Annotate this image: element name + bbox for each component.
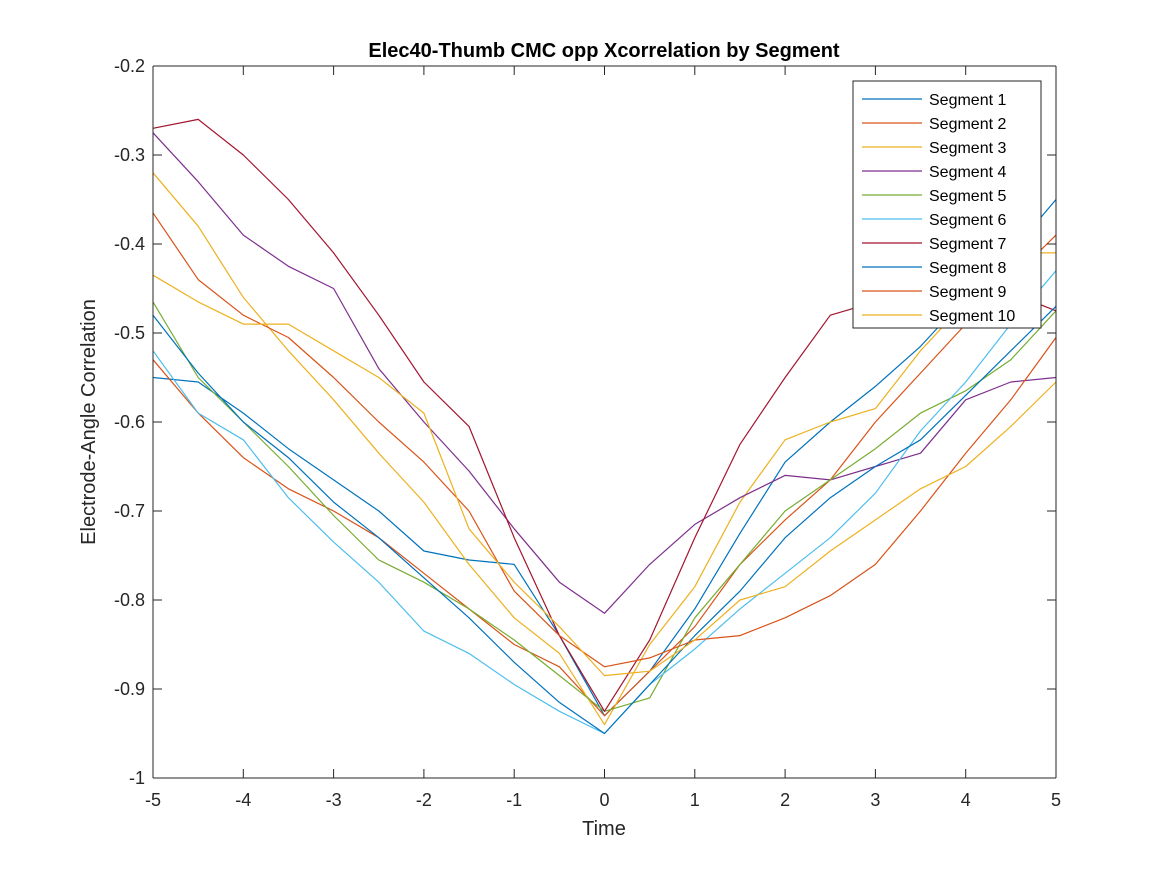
x-tick-label: -1	[506, 790, 522, 810]
x-tick-label: -2	[416, 790, 432, 810]
x-tick-label: 5	[1051, 790, 1061, 810]
x-tick-label: -5	[145, 790, 161, 810]
legend-entry-label: Segment 9	[929, 284, 1006, 301]
series-line-2	[152, 234, 1057, 717]
legend-entry-label: Segment 5	[929, 188, 1006, 205]
legend-entry-label: Segment 2	[929, 116, 1006, 133]
legend-entry-label: Segment 6	[929, 212, 1006, 229]
legend: Segment 1 Segment 2 Segment 3 Segment 4 Segm…	[852, 80, 1042, 329]
x-tick-label: -3	[326, 790, 342, 810]
legend-entry-label: Segment 4	[929, 164, 1006, 181]
x-tick-label: 3	[870, 790, 880, 810]
y-tick-label: -0.6	[114, 412, 145, 432]
x-tick-label: 0	[599, 790, 609, 810]
legend-entry-label: Segment 3	[929, 140, 1006, 157]
series-line-8	[152, 305, 1057, 735]
x-tick-label: -4	[235, 790, 251, 810]
series-line-4	[152, 132, 1057, 614]
legend-entry-label: Segment 8	[929, 260, 1006, 277]
x-tick-label: 1	[690, 790, 700, 810]
ticks-group: -5 -4 -3 -2 -1 0 1 2 3 4 5 -1 -0.9 -0.8 -0.7 -0.6 -0.5 -0…	[114, 56, 1061, 810]
y-axis-label: Electrode-Angle Correlation	[78, 299, 100, 545]
chart-title: Elec40-Thumb CMC opp Xcorrelation by Seg…	[368, 40, 840, 62]
x-tick-label: 2	[780, 790, 790, 810]
legend-entry-label: Segment 1	[929, 92, 1006, 109]
y-tick-label: -0.5	[114, 323, 145, 343]
series-line-3	[152, 172, 1056, 726]
x-axis-label: Time	[582, 818, 626, 840]
y-tick-label: -0.7	[114, 501, 145, 521]
series-line-9	[152, 212, 1057, 668]
y-tick-label: -0.8	[114, 590, 145, 610]
y-tick-label: -0.4	[114, 234, 145, 254]
series-line-10	[152, 274, 1057, 677]
y-tick-label: -0.2	[114, 56, 145, 76]
y-tick-label: -0.9	[114, 679, 145, 699]
legend-entry-label: Segment 7	[929, 236, 1006, 253]
y-tick-label: -0.3	[114, 145, 145, 165]
x-tick-label: 4	[961, 790, 971, 810]
y-tick-label: -1	[129, 768, 145, 788]
legend-box	[852, 80, 1042, 329]
legend-entry-label: Segment 10	[929, 308, 1015, 325]
